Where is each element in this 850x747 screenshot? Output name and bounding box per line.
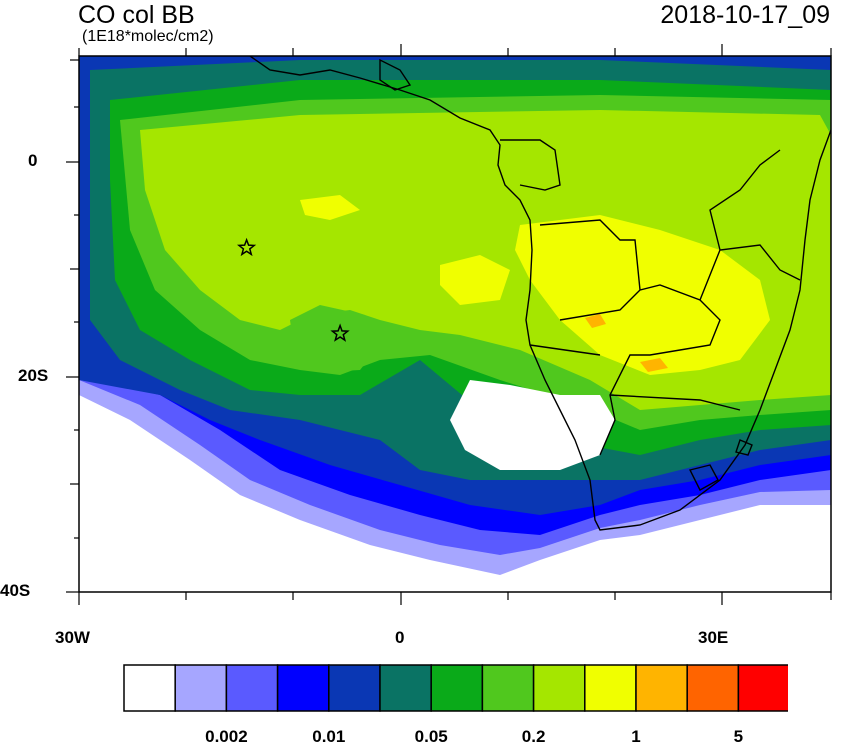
colorbar-swatch [686,664,740,712]
colorbar-label: 0.05 [414,727,448,746]
x-tick-30w: 30W [55,628,90,647]
colorbar-label: 5 [733,727,744,746]
x-tick-0: 0 [395,628,405,647]
colorbar-label: 0.01 [312,727,346,746]
colorbar-swatch [174,664,228,712]
colorbar-swatch [123,664,176,712]
site-markers [236,237,350,342]
colorbar-swatch [481,664,535,712]
map-units: (1E18*molec/cm2) [82,28,214,45]
colorbar-swatch [635,664,688,712]
colorbar-swatch [328,664,381,712]
colorbar-swatch [276,664,330,712]
colorbar-swatch [737,664,788,712]
colorbar-swatch [379,664,432,712]
colorbar-swatch [430,664,484,712]
star-marker [236,237,257,257]
map-title: CO col BB [78,1,195,29]
colorbar-label: 0.2 [521,727,546,746]
colorbar-swatch [584,664,637,712]
x-tick-30e: 30E [698,628,729,647]
star-marker [330,323,350,342]
co-field [79,56,831,592]
colorbar [123,664,788,712]
colorbar-label: 0.002 [205,727,248,746]
y-tick-0: 0 [28,151,38,170]
colorbar-swatch [532,664,586,712]
plot-frame [78,55,832,593]
colorbar-label: 1 [631,727,641,746]
map-datetime: 2018-10-17_09 [660,1,830,29]
coastlines [249,56,831,531]
y-tick-40s: 40S [0,581,31,600]
colorbar-swatch [225,664,279,712]
y-tick-20s: 20S [18,366,49,385]
axis-ticks [66,44,832,605]
